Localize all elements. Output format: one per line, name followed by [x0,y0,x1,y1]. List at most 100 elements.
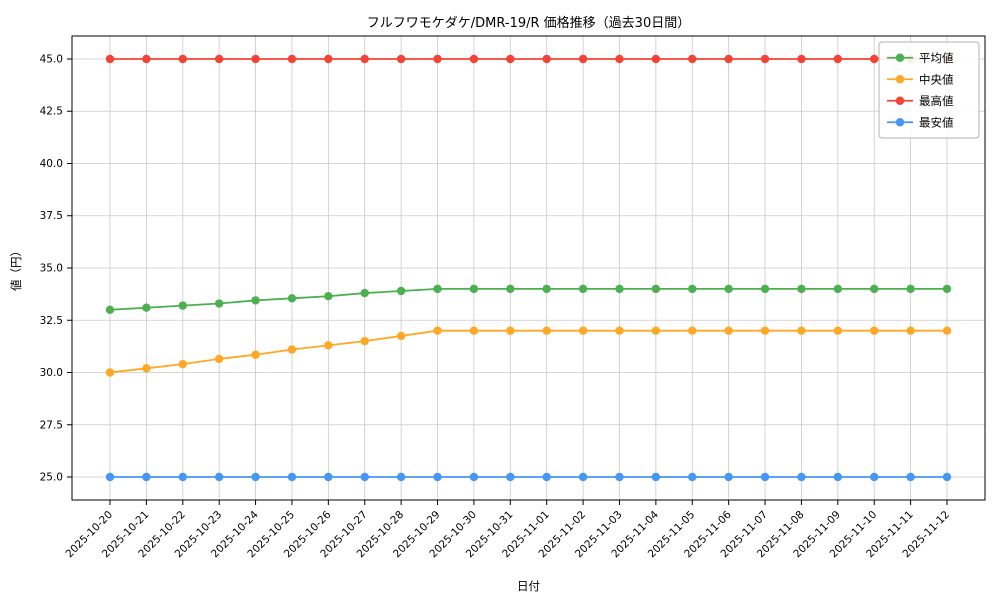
series-marker [105,368,115,377]
series-marker [578,284,588,294]
series-marker [760,472,770,482]
series-marker [651,54,661,64]
series-marker [287,294,297,303]
series-marker [360,54,369,64]
series-marker [906,472,915,482]
series-marker [396,472,406,482]
series-marker [542,54,551,64]
series-marker [578,472,588,482]
series-marker [360,472,369,482]
series-marker [615,472,624,482]
series-marker [870,54,879,64]
series-marker [433,326,442,335]
series-marker [105,54,115,64]
legend-label: 最高値 [919,94,954,108]
y-tick-label: 30.0 [40,367,63,379]
series-marker [251,54,260,64]
y-tick-label: 40.0 [40,158,63,170]
series-marker [688,284,697,294]
legend-sample-marker [895,53,905,62]
series-marker [214,54,224,64]
series-marker [287,345,297,354]
series-marker [469,472,479,482]
series-marker [760,284,770,294]
series-marker [870,284,879,294]
series-marker [214,472,224,482]
series-marker [324,292,333,301]
series-marker [797,472,806,482]
series-marker [105,472,115,482]
series-marker [615,326,624,335]
series-marker [433,284,442,294]
series-marker [396,286,406,296]
series-marker [142,472,151,482]
series-marker [942,472,952,482]
legend-sample-marker [895,96,905,105]
series-marker [724,54,733,64]
legend-label: 平均値 [919,51,954,65]
series-marker [906,284,915,294]
y-tick-label: 27.5 [40,419,63,431]
series-marker [724,284,733,294]
series-marker [615,284,624,294]
series-marker [251,472,260,482]
series-marker [324,54,333,64]
series-marker [178,359,187,369]
y-axis-label: 値（円） [9,245,23,291]
series-marker [870,472,879,482]
series-marker [542,284,551,294]
series-marker [433,54,442,64]
series-marker [833,326,843,335]
series-marker [506,472,515,482]
series-marker [724,472,733,482]
series-marker [251,296,260,305]
series-marker [506,54,515,64]
legend-box [878,41,980,139]
series-marker [542,472,551,482]
series-marker [870,326,879,335]
series-marker [942,284,952,294]
series-marker [506,284,515,294]
y-tick-label: 32.5 [40,315,63,327]
series-marker [542,326,551,335]
series-marker [396,54,406,64]
series-marker [396,331,406,341]
series-marker [287,472,297,482]
series-marker [360,288,369,298]
series-marker [214,354,224,364]
series-marker [688,472,697,482]
series-marker [142,54,151,64]
series-marker [760,54,770,64]
series-marker [833,54,843,64]
series-marker [214,299,224,308]
chart-title: フルフワモケダケ/DMR-19/R 価格推移（過去30日間） [366,16,691,31]
series-marker [760,326,770,335]
legend-sample-marker [895,118,905,127]
series-marker [178,472,187,482]
series-marker [688,326,697,335]
series-marker [688,54,697,64]
series-marker [324,472,333,482]
y-tick-label: 37.5 [40,210,63,222]
series-marker [724,326,733,335]
series-line [109,329,947,374]
series-marker [615,54,624,64]
series-marker [651,326,661,335]
series-marker [251,350,260,359]
series-marker [142,364,151,373]
series-marker [469,284,479,294]
series-marker [906,326,915,335]
series-marker [651,284,661,294]
series-marker [651,472,661,482]
series-marker [942,326,952,335]
series-marker [433,472,442,482]
series-marker [178,54,187,64]
y-tick-label: 25.0 [40,472,63,484]
series-marker [578,326,588,335]
series-line [109,288,947,311]
legend-sample-marker [895,75,905,84]
series-marker [797,54,806,64]
series-marker [469,326,479,335]
series-marker [360,336,369,346]
